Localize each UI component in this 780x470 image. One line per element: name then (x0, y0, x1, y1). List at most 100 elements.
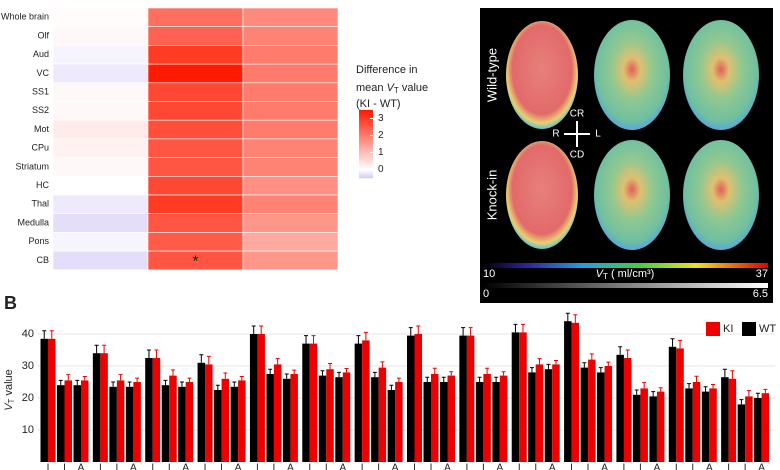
heatmap-cell (242, 26, 339, 46)
colorbar-segment (359, 154, 373, 157)
error-bar (187, 377, 192, 382)
heatmap-cell (147, 26, 244, 46)
x-tick-label: I (361, 463, 364, 470)
brain-image (506, 141, 578, 249)
x-tick-label: I (308, 463, 311, 470)
error-bar (589, 353, 594, 360)
x-tick-label: I (256, 463, 259, 470)
error-bar (678, 339, 683, 349)
bar (73, 385, 81, 462)
legend-title-part: T (394, 86, 399, 95)
error-bar (259, 325, 264, 334)
bar (597, 372, 605, 462)
error-bar (170, 369, 175, 376)
row-label: Olf (37, 30, 49, 40)
colorbar-segment (359, 123, 373, 126)
error-bar (292, 369, 297, 374)
bar (761, 393, 770, 462)
x-tick-label: I (99, 463, 102, 470)
bar (221, 378, 230, 462)
error-bar (722, 368, 727, 378)
colorbar-segment (359, 130, 373, 133)
x-tick-label: A (235, 463, 242, 470)
colorbar-segment (359, 137, 373, 140)
scale-max: 37 (756, 268, 768, 280)
error-bar (408, 327, 413, 336)
row-label: HC (36, 180, 49, 190)
legend-title: Difference in (356, 64, 418, 76)
x-tick-label: I (744, 463, 747, 470)
colorbar-segment (359, 164, 373, 167)
x-tick-label: I (623, 463, 626, 470)
bar (492, 382, 500, 462)
brain-image (594, 140, 670, 250)
image-panel: Wild-type Knock-in CR CD R L 10 37 VT ( … (480, 8, 773, 303)
bar (414, 334, 422, 462)
scale-label-part: T (603, 272, 608, 281)
colorbar-segment (359, 167, 373, 170)
colorbar-segment (359, 125, 373, 128)
heatmap-cell (147, 63, 244, 84)
direction-arrows (564, 121, 590, 147)
error-bar (694, 375, 699, 382)
x-tick-label: A (549, 463, 556, 470)
heatmap-cell (147, 157, 244, 177)
scale-label: VT ( ml/cm³) (596, 268, 655, 281)
bar (692, 382, 701, 462)
bar (362, 340, 370, 462)
bar (632, 394, 641, 462)
x-tick-label: I (47, 463, 50, 470)
bar (544, 369, 553, 462)
bar (407, 335, 415, 462)
error-bar (441, 376, 446, 382)
error-bar (711, 384, 716, 389)
heatmap-cell (242, 82, 339, 102)
x-tick-label: I (587, 463, 590, 470)
error-bar (513, 323, 518, 333)
bar (656, 391, 665, 462)
colorbar-segment (359, 113, 373, 116)
error-bar (730, 370, 735, 379)
error-bar (146, 349, 151, 358)
error-bar (127, 381, 132, 387)
bar (676, 348, 684, 462)
bar (459, 335, 467, 462)
row-label: Wild-type (484, 48, 499, 102)
error-bar (670, 338, 675, 347)
bar (668, 346, 677, 462)
significance-mark: * (192, 254, 198, 271)
bar (640, 388, 648, 462)
error-bar (251, 325, 256, 334)
bar (552, 364, 560, 462)
colorbar-segment (359, 121, 373, 124)
heatmap-cell (242, 138, 339, 158)
error-bar (739, 399, 744, 405)
error-bar (58, 379, 63, 386)
error-bar (268, 368, 273, 374)
bar (440, 382, 448, 462)
bar (92, 353, 101, 462)
x-tick-label: I (430, 463, 433, 470)
y-tick-label: 40 (22, 328, 34, 340)
bar (40, 338, 48, 462)
heatmap-cell (242, 250, 339, 271)
colorbar-segment (359, 162, 373, 165)
error-bar (275, 358, 280, 365)
row-label: VC (36, 68, 49, 78)
x-tick-label: I (204, 463, 207, 470)
bar (169, 375, 177, 462)
heatmap-cell (52, 157, 149, 177)
colorbar-segment (359, 150, 373, 153)
error-bar (42, 330, 47, 339)
scale-max: 6.5 (753, 288, 768, 300)
bar (754, 398, 762, 462)
error-bar (746, 390, 751, 397)
error-bar (485, 367, 490, 374)
bar (378, 367, 387, 462)
x-tick-label: I (168, 463, 171, 470)
error-bar (363, 331, 368, 341)
bar (499, 375, 508, 462)
scale-label-part: V (596, 268, 605, 280)
bar (423, 382, 431, 462)
bar (335, 377, 343, 462)
